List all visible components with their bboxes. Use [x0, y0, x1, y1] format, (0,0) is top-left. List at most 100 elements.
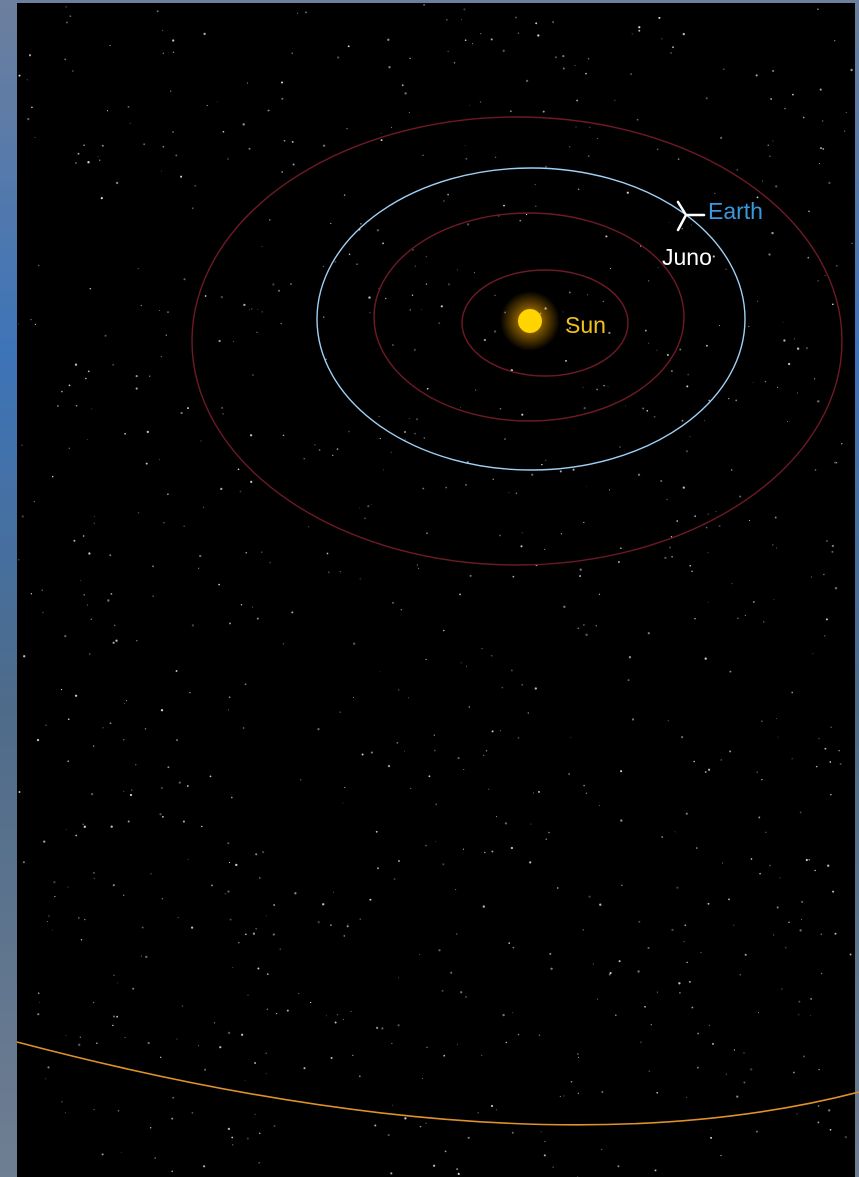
star: [85, 378, 87, 380]
star: [648, 1070, 650, 1072]
star: [585, 634, 587, 636]
star: [728, 898, 730, 900]
star: [57, 405, 59, 407]
star: [349, 253, 351, 255]
star: [465, 158, 467, 160]
star: [297, 13, 298, 14]
star: [66, 6, 67, 7]
star: [191, 927, 193, 929]
star: [250, 434, 252, 436]
star: [188, 859, 189, 860]
star: [823, 574, 824, 575]
star: [116, 182, 118, 184]
star: [758, 816, 760, 818]
star: [352, 1055, 353, 1056]
star: [729, 750, 731, 752]
star: [722, 863, 723, 864]
star: [171, 1170, 173, 1172]
star: [456, 1168, 458, 1170]
star: [601, 1149, 602, 1150]
star: [777, 387, 778, 388]
star: [314, 444, 315, 445]
star: [763, 621, 764, 622]
star: [175, 154, 177, 156]
star: [719, 325, 720, 326]
star: [744, 1053, 745, 1054]
star: [708, 769, 710, 771]
star: [391, 452, 392, 453]
star: [535, 687, 537, 689]
star: [450, 972, 452, 974]
star: [257, 618, 259, 620]
star: [686, 813, 688, 815]
star: [30, 319, 31, 320]
star: [45, 1078, 46, 1079]
star: [526, 80, 528, 82]
star: [772, 70, 774, 72]
star: [647, 947, 649, 949]
star: [596, 389, 598, 391]
page: {"labels": {"sun": "Sun", "earth": "Eart…: [0, 0, 859, 1177]
star: [519, 220, 521, 222]
star: [68, 886, 69, 887]
star: [818, 1105, 820, 1107]
star: [694, 515, 696, 517]
star: [657, 992, 658, 993]
star: [443, 630, 445, 632]
star: [157, 10, 159, 12]
star: [658, 267, 659, 268]
star: [356, 263, 357, 264]
star: [597, 999, 598, 1000]
star: [245, 1080, 246, 1081]
star: [759, 873, 761, 875]
star: [838, 750, 840, 752]
star: [671, 556, 673, 558]
star: [751, 858, 753, 860]
star: [515, 16, 517, 18]
star: [758, 1012, 759, 1013]
star: [383, 470, 384, 471]
star: [110, 722, 112, 724]
star: [131, 790, 132, 791]
star: [240, 491, 242, 493]
star: [88, 552, 90, 554]
star: [37, 739, 39, 741]
juno-label[interactable]: Juno: [662, 244, 712, 270]
star: [267, 110, 269, 112]
star: [531, 474, 533, 476]
star: [655, 1169, 657, 1171]
star: [627, 192, 629, 194]
star: [148, 1042, 150, 1044]
star: [589, 127, 590, 128]
star: [705, 657, 707, 659]
star: [748, 326, 749, 327]
sun[interactable]: [518, 309, 542, 333]
star: [481, 648, 482, 649]
star: [810, 998, 812, 1000]
star: [828, 182, 830, 184]
star: [434, 750, 436, 752]
star: [231, 1137, 233, 1139]
star: [283, 435, 285, 437]
star: [170, 90, 171, 91]
star: [512, 1012, 513, 1013]
star: [253, 933, 255, 935]
star: [661, 836, 663, 838]
star: [646, 410, 648, 412]
sun-label[interactable]: Sun: [565, 312, 606, 338]
star: [492, 730, 494, 732]
star: [421, 309, 422, 310]
star: [605, 235, 607, 237]
star: [192, 624, 194, 626]
star: [192, 208, 193, 209]
star: [706, 527, 708, 529]
star: [603, 301, 604, 302]
star: [538, 791, 540, 793]
star: [475, 390, 476, 391]
star: [252, 374, 254, 376]
star: [171, 1118, 173, 1120]
earth-label[interactable]: Earth: [708, 198, 763, 224]
star: [794, 338, 795, 339]
star: [729, 671, 731, 673]
star: [675, 831, 676, 832]
